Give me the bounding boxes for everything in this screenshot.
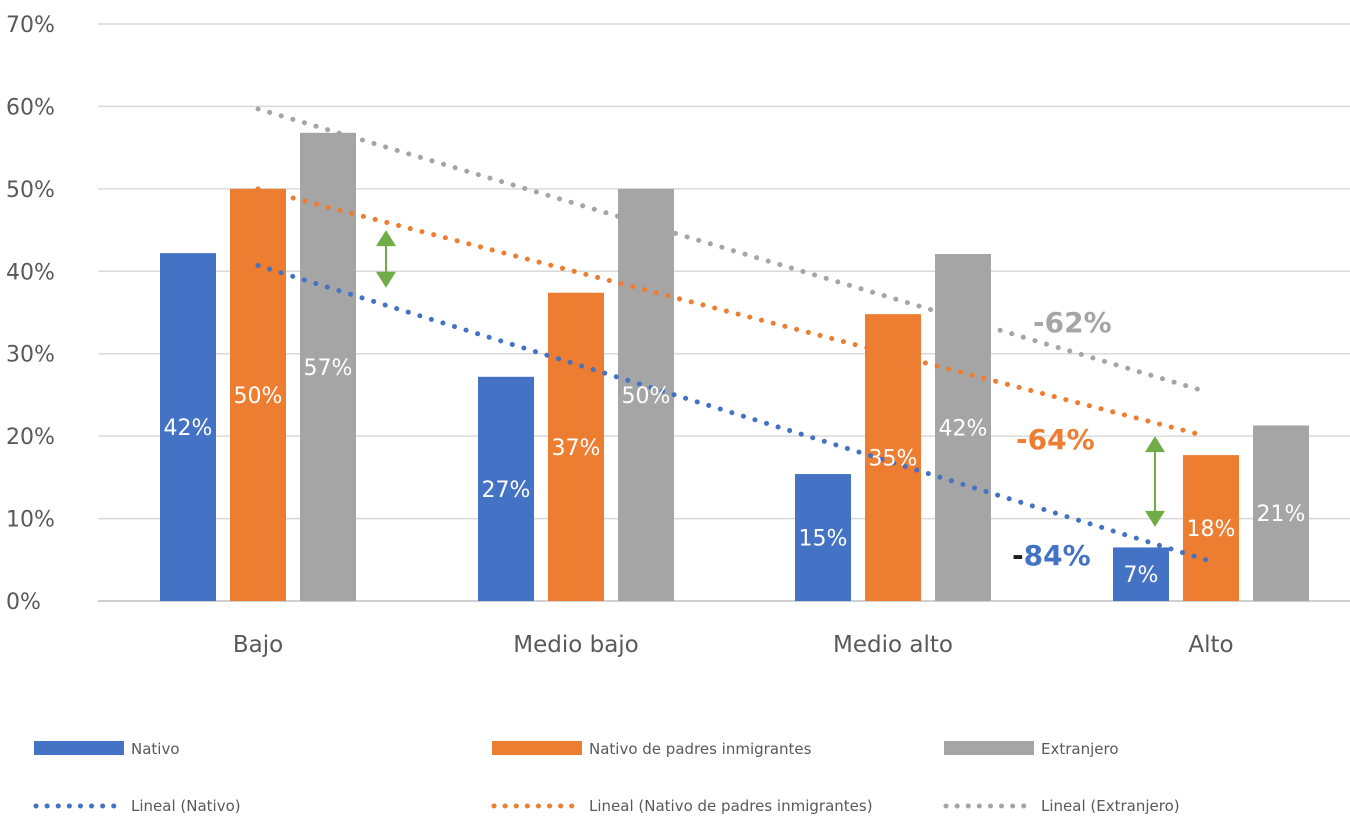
bar <box>1253 425 1309 601</box>
y-axis: 0% 10% 20% 30% 40% 50% 60% 70% <box>6 13 55 615</box>
bar <box>300 132 356 601</box>
data-label: 42% <box>939 416 988 441</box>
gap-arrows <box>376 230 1165 527</box>
data-label: 35% <box>869 447 918 472</box>
bar <box>230 188 286 601</box>
legend-swatch <box>34 741 124 755</box>
x-tick-label: Medio alto <box>833 632 953 658</box>
data-label: 18% <box>1187 517 1236 542</box>
gap-arrow-head-down <box>1145 510 1165 527</box>
bar <box>160 253 216 601</box>
data-label: 21% <box>1257 502 1306 527</box>
x-tick-label: Alto <box>1188 632 1233 658</box>
y-tick-label: 20% <box>6 425 55 450</box>
x-tick-label: Medio bajo <box>513 632 639 658</box>
bar <box>618 188 674 601</box>
gap-arrow-head-up <box>376 230 396 247</box>
change-annotation: -64% <box>1016 423 1095 456</box>
gap-arrow-head-down <box>376 271 396 288</box>
gap-arrow-head-up <box>1145 436 1165 453</box>
y-tick-label: 40% <box>6 260 55 285</box>
data-label: 7% <box>1124 563 1159 588</box>
y-tick-label: 30% <box>6 343 55 368</box>
bar <box>548 292 604 601</box>
bar <box>795 474 851 601</box>
bar <box>478 376 534 601</box>
annotations: -62% -64% -84% <box>1012 306 1112 572</box>
trendlines <box>255 106 1209 563</box>
data-labels: 42% 27% 15% 7% 50% 37% 35% 18% 57% 50% 42% 21% <box>164 356 1306 588</box>
legend-label: Nativo <box>131 740 180 758</box>
legend: Nativo Nativo de padres inmigrantes Extran… <box>33 740 1180 815</box>
bars <box>160 132 1309 601</box>
x-axis: Bajo Medio bajo Medio alto Alto <box>233 632 1234 658</box>
y-tick-label: 70% <box>6 13 55 38</box>
data-label: 50% <box>622 384 671 409</box>
y-tick-label: 0% <box>6 590 41 615</box>
data-label: 50% <box>234 384 283 409</box>
data-label: 27% <box>482 478 531 503</box>
legend-trend-label: Lineal (Nativo de padres inmigrantes) <box>589 797 873 815</box>
legend-trend-label: Lineal (Nativo) <box>131 797 241 815</box>
bar <box>1183 455 1239 601</box>
bar <box>1113 547 1169 601</box>
trendline <box>255 106 1209 395</box>
data-label: 37% <box>552 436 601 461</box>
legend-swatch <box>492 741 582 755</box>
data-label: 15% <box>799 527 848 552</box>
legend-label: Nativo de padres inmigrantes <box>589 740 812 758</box>
y-tick-label: 10% <box>6 508 55 533</box>
y-tick-label: 60% <box>6 95 55 120</box>
legend-trend-label: Lineal (Extranjero) <box>1041 797 1180 815</box>
y-tick-label: 50% <box>6 178 55 203</box>
legend-swatch <box>944 741 1034 755</box>
legend-label: Extranjero <box>1041 740 1119 758</box>
bar <box>865 314 921 601</box>
change-annotation: -84% <box>1012 539 1091 572</box>
data-label: 42% <box>164 416 213 441</box>
trendline <box>255 263 1209 563</box>
change-annotation: -62% <box>1033 306 1112 339</box>
data-label: 57% <box>304 356 353 381</box>
x-tick-label: Bajo <box>233 632 283 658</box>
